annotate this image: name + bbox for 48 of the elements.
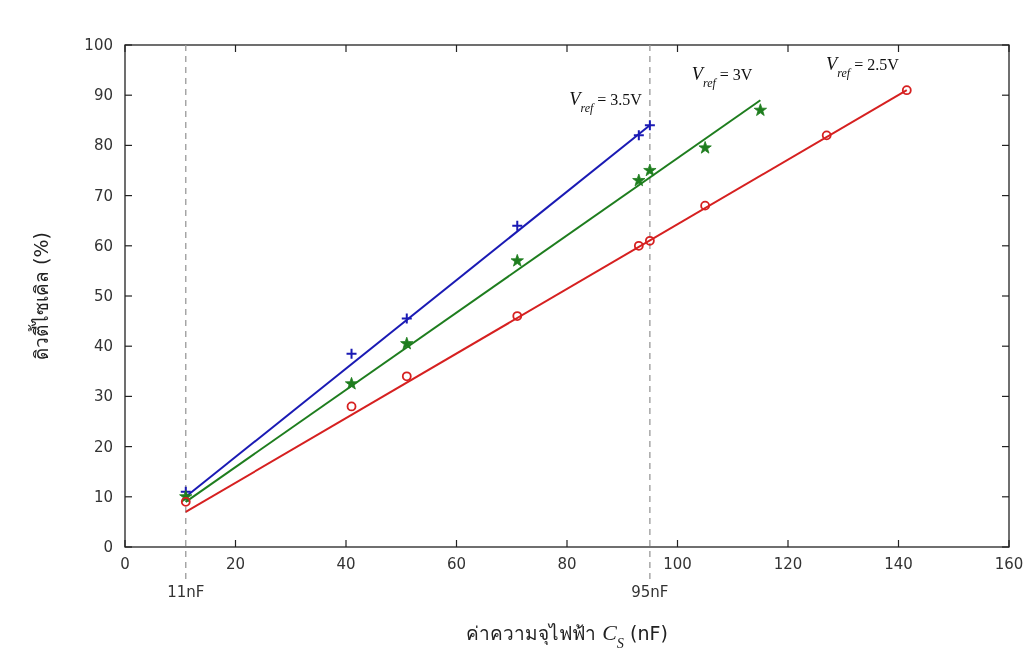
x-tick-label: 60 — [446, 555, 467, 573]
y-tick-label: 0 — [103, 538, 113, 556]
x-axis-title: ค่าความจุไฟฟ้า C$_{S}$ (nF) — [466, 621, 668, 651]
y-tick-label: 60 — [93, 236, 113, 255]
point — [345, 347, 358, 360]
point — [344, 376, 359, 390]
x-tick-label: 0 — [120, 555, 130, 573]
point — [643, 119, 656, 132]
y-tick-label: 40 — [93, 337, 113, 356]
point — [632, 129, 645, 142]
ref-line-label: 95nF — [631, 583, 669, 601]
point — [698, 141, 712, 154]
point — [901, 85, 912, 96]
series-label: V$_{ref}$ = 3V — [691, 64, 753, 91]
y-tick-label: 90 — [93, 86, 113, 105]
y-tick-label: 30 — [93, 387, 113, 406]
point — [401, 371, 412, 382]
x-tick-label: 120 — [773, 555, 803, 573]
point — [346, 401, 357, 412]
y-tick-label: 10 — [93, 487, 113, 506]
x-tick-label: 20 — [225, 555, 246, 573]
point — [180, 496, 191, 507]
x-tick-label: 40 — [336, 555, 356, 573]
point — [644, 235, 655, 246]
x-tick-label: 140 — [884, 555, 913, 573]
y-tick-label: 50 — [93, 287, 113, 305]
series-label: V$_{ref}$ = 2.5V — [826, 54, 900, 81]
y-tick-label: 100 — [84, 36, 113, 54]
point — [632, 173, 646, 187]
x-tick-label: 80 — [557, 555, 577, 573]
point — [512, 311, 523, 321]
series-label: V$_{ref}$ = 3.5V — [569, 89, 643, 116]
ref-line-label: 11nF — [167, 583, 205, 601]
y-axis-title: ดิวตี้ไซเคิล (%) — [28, 232, 52, 360]
point — [643, 163, 657, 177]
x-tick-label: 100 — [663, 555, 692, 573]
y-tick-label: 20 — [93, 437, 113, 456]
point — [400, 336, 414, 350]
point — [753, 103, 767, 116]
point — [511, 219, 524, 232]
point — [510, 253, 524, 267]
y-tick-label: 70 — [93, 186, 113, 205]
point — [821, 130, 832, 141]
y-tick-label: 80 — [93, 136, 113, 155]
x-tick-label: 160 — [994, 555, 1024, 573]
point — [400, 312, 413, 325]
point — [633, 240, 644, 251]
point — [700, 200, 711, 211]
